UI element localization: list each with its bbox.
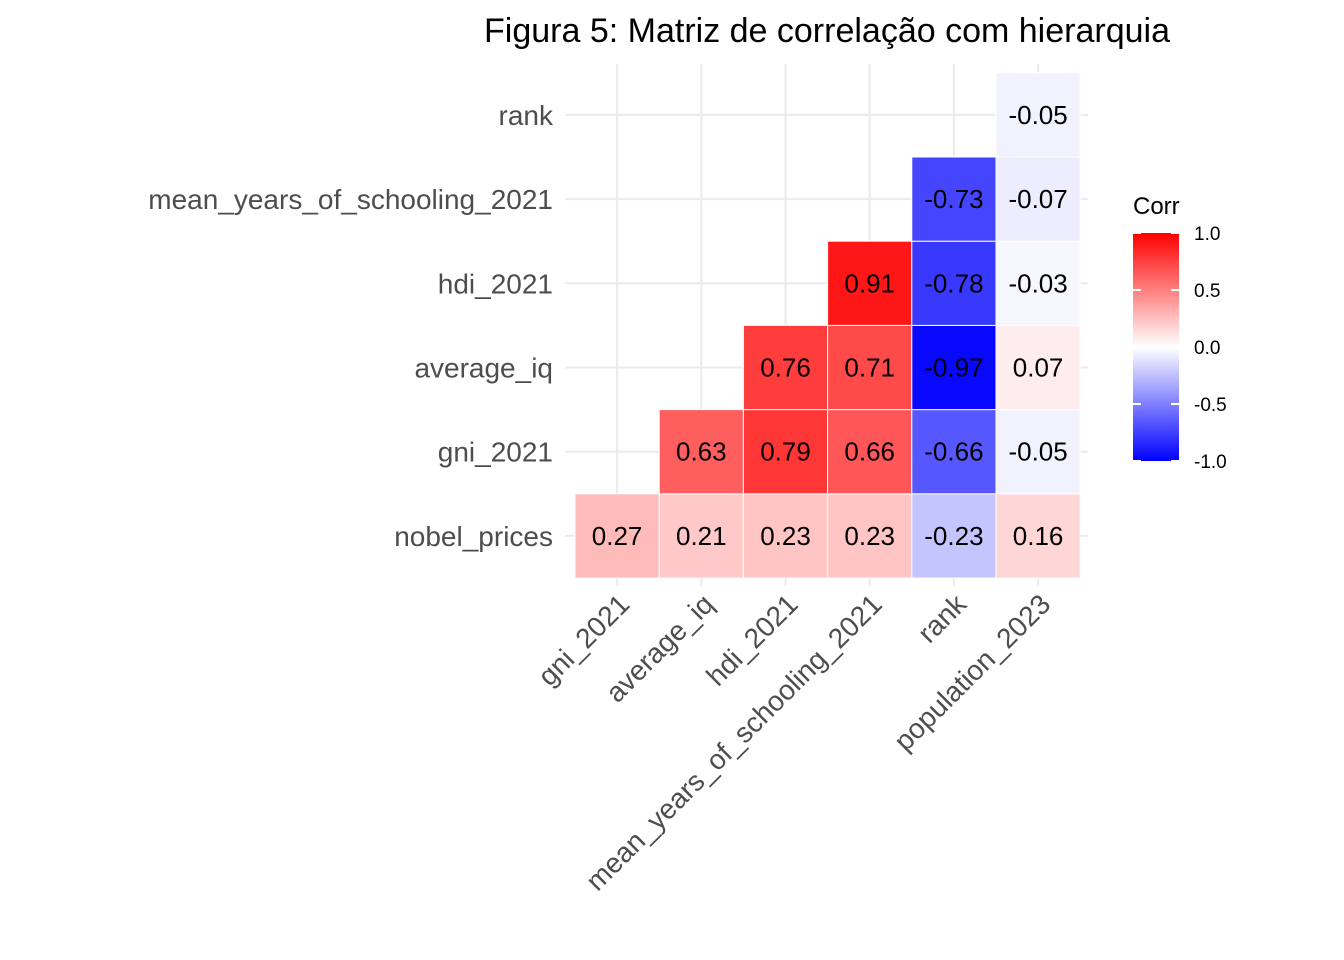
y-tick-label: average_iq	[414, 353, 553, 384]
legend-tick-label: 0.0	[1194, 338, 1220, 359]
x-tick-label: mean_years_of_schooling_2021	[580, 588, 888, 896]
legend-tick-label: 0.5	[1194, 281, 1220, 302]
cell-value-label: -0.97	[924, 353, 983, 383]
cell-value-label: 0.71	[844, 353, 895, 383]
cell-value-label: -0.03	[1008, 268, 1067, 298]
y-tick-label: hdi_2021	[438, 268, 553, 299]
x-tick-label: population_2023	[888, 588, 1056, 756]
heatmap-cell	[995, 72, 1081, 158]
cell-value-label: 0.07	[1013, 353, 1064, 383]
heatmap-cell	[911, 240, 997, 326]
cell-value-label: 0.27	[592, 521, 643, 551]
heatmap-cell	[911, 493, 997, 579]
y-tick-label: nobel_prices	[394, 521, 553, 552]
cell-labels: 0.27 0.21 0.23 0.23 -0.23 0.16 0.63 0.79 0.66 -0.…	[592, 100, 1068, 551]
y-tick-label: rank	[499, 100, 554, 131]
heatmap-cell	[827, 240, 913, 326]
color-legend: Corr 1.0 0.5 0.0 -0.5 -1.0	[1133, 193, 1227, 473]
legend-title: Corr	[1133, 193, 1180, 220]
cell-value-label: -0.73	[924, 184, 983, 214]
heatmap-cell	[911, 324, 997, 411]
x-tick-label: rank	[912, 588, 973, 649]
heatmap-cell	[574, 493, 660, 579]
cell-value-label: 0.23	[760, 521, 811, 551]
cell-value-label: 0.91	[844, 268, 895, 298]
heatmap-cell	[658, 409, 744, 495]
cell-value-label: -0.23	[924, 521, 983, 551]
heatmap-cell	[995, 324, 1081, 411]
legend-tick-label: 1.0	[1194, 224, 1220, 245]
cell-value-label: 0.66	[844, 437, 895, 467]
cell-value-label: -0.05	[1008, 100, 1067, 130]
heatmap-cell	[995, 409, 1081, 495]
cell-value-label: 0.21	[676, 521, 727, 551]
heatmap-cell	[827, 324, 913, 411]
legend-tick-label: -1.0	[1194, 452, 1227, 473]
cell-value-label: 0.79	[760, 437, 811, 467]
heatmap-cell	[911, 409, 997, 495]
heatmap-cell	[995, 493, 1081, 579]
cell-value-label: 0.63	[676, 437, 727, 467]
cell-value-label: -0.78	[924, 268, 983, 298]
chart-title: Figura 5: Matriz de correlação com hiera…	[484, 12, 1170, 50]
cell-value-label: -0.07	[1008, 184, 1067, 214]
cell-value-label: -0.66	[924, 437, 983, 467]
cell-value-label: 0.23	[844, 521, 895, 551]
heatmap-cell	[995, 240, 1081, 326]
cell-value-label: 0.16	[1013, 521, 1064, 551]
legend-tick-label: -0.5	[1194, 395, 1227, 416]
cell-value-label: 0.76	[760, 353, 811, 383]
cell-value-label: -0.05	[1008, 437, 1067, 467]
y-tick-label: gni_2021	[438, 437, 553, 468]
heatmap-cell	[995, 156, 1081, 242]
y-tick-label: mean_years_of_schooling_2021	[148, 184, 553, 215]
x-axis: gni_2021average_iqhdi_2021mean_years_of_…	[532, 588, 1056, 897]
y-axis: nobel_prices gni_2021 average_iq hdi_2021 me…	[148, 100, 554, 552]
heatmap-cells	[574, 72, 1081, 579]
heatmap-cell	[742, 324, 829, 411]
